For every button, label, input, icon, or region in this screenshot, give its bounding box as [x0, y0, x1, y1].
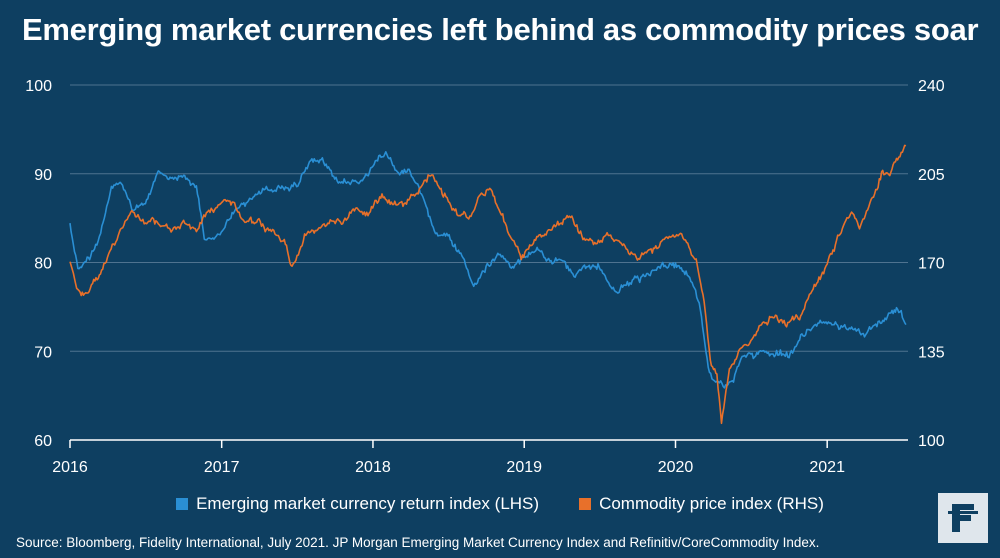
gridlines — [70, 84, 908, 441]
line-chart: 60 70 80 90 100 100 135 170 205 240 2016 2017 2018… — [25, 78, 945, 476]
left-tick-label: 60 — [34, 433, 52, 450]
series-line-em-currency — [69, 151, 907, 389]
series-line-commodity — [69, 144, 907, 425]
source-note: Source: Bloomberg, Fidelity Internationa… — [16, 535, 820, 550]
right-tick-label: 100 — [918, 433, 945, 450]
legend-swatch-commodity — [579, 498, 592, 510]
right-tick-label: 240 — [918, 78, 945, 95]
right-tick-label: 135 — [918, 344, 945, 361]
legend-item-em: Emerging market currency return index (L… — [176, 494, 539, 514]
right-tick-label: 205 — [918, 167, 945, 184]
x-tick-label: 2019 — [506, 459, 542, 476]
legend: Emerging market currency return index (L… — [0, 494, 1000, 514]
legend-swatch-em — [176, 498, 189, 510]
x-tick-label: 2021 — [809, 459, 845, 476]
legend-label-commodity: Commodity price index (RHS) — [599, 494, 824, 513]
x-tick-label: 2020 — [658, 459, 694, 476]
x-tick-label: 2017 — [204, 459, 240, 476]
left-tick-label: 100 — [25, 78, 52, 95]
series-group — [69, 144, 907, 425]
left-axis: 60 70 80 90 100 — [25, 78, 52, 450]
legend-label-em: Emerging market currency return index (L… — [196, 494, 540, 513]
x-tick-label: 2018 — [355, 459, 391, 476]
x-tick-label: 2016 — [52, 459, 88, 476]
left-tick-label: 80 — [34, 256, 52, 273]
right-tick-label: 170 — [918, 256, 945, 273]
fidelity-logo-icon — [938, 493, 988, 543]
left-tick-label: 70 — [34, 344, 52, 361]
legend-item-commodity: Commodity price index (RHS) — [579, 494, 824, 514]
logo-glyph — [948, 504, 978, 532]
right-axis: 100 135 170 205 240 — [918, 78, 945, 450]
left-tick-label: 90 — [34, 167, 52, 184]
chart-title: Emerging market currencies left behind a… — [22, 12, 979, 47]
x-axis: 2016 2017 2018 2019 2020 2021 — [52, 439, 908, 476]
